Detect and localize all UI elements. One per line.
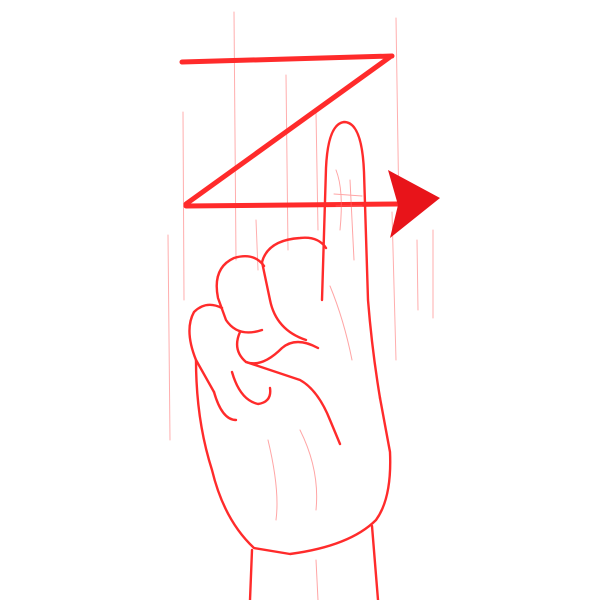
shade-line — [329, 285, 353, 361]
hand-index-finger-icon — [188, 120, 392, 600]
wrist-right — [370, 524, 380, 600]
motion-line — [285, 74, 289, 251]
z-diagonal-stroke — [183, 54, 393, 207]
shade-line — [267, 439, 278, 521]
finger-fold — [230, 370, 272, 406]
z-top-stroke — [179, 53, 395, 65]
shade-line — [333, 193, 363, 197]
thumb — [235, 330, 342, 446]
ring-finger — [215, 255, 266, 334]
shade-line — [349, 179, 355, 261]
sketch-shading — [267, 169, 363, 600]
palm-outline — [194, 358, 392, 556]
motion-line — [416, 239, 419, 311]
little-finger — [188, 303, 224, 394]
motion-line — [391, 211, 397, 361]
z-bottom-stroke — [183, 201, 401, 209]
motion-line — [255, 219, 259, 271]
arrow-right-icon — [388, 170, 440, 238]
motion-line — [167, 234, 171, 441]
motion-line — [233, 11, 237, 261]
wrist-left — [248, 548, 254, 600]
shade-line — [315, 559, 319, 600]
middle-finger — [260, 236, 328, 342]
motion-line — [315, 111, 319, 231]
thumb-top — [244, 340, 320, 365]
letter-z-motion-path — [179, 53, 401, 209]
index-finger — [320, 120, 382, 400]
motion-lines — [167, 11, 434, 441]
finger-fold-lower — [212, 390, 238, 422]
shade-line — [299, 429, 318, 511]
shade-line — [335, 169, 342, 231]
